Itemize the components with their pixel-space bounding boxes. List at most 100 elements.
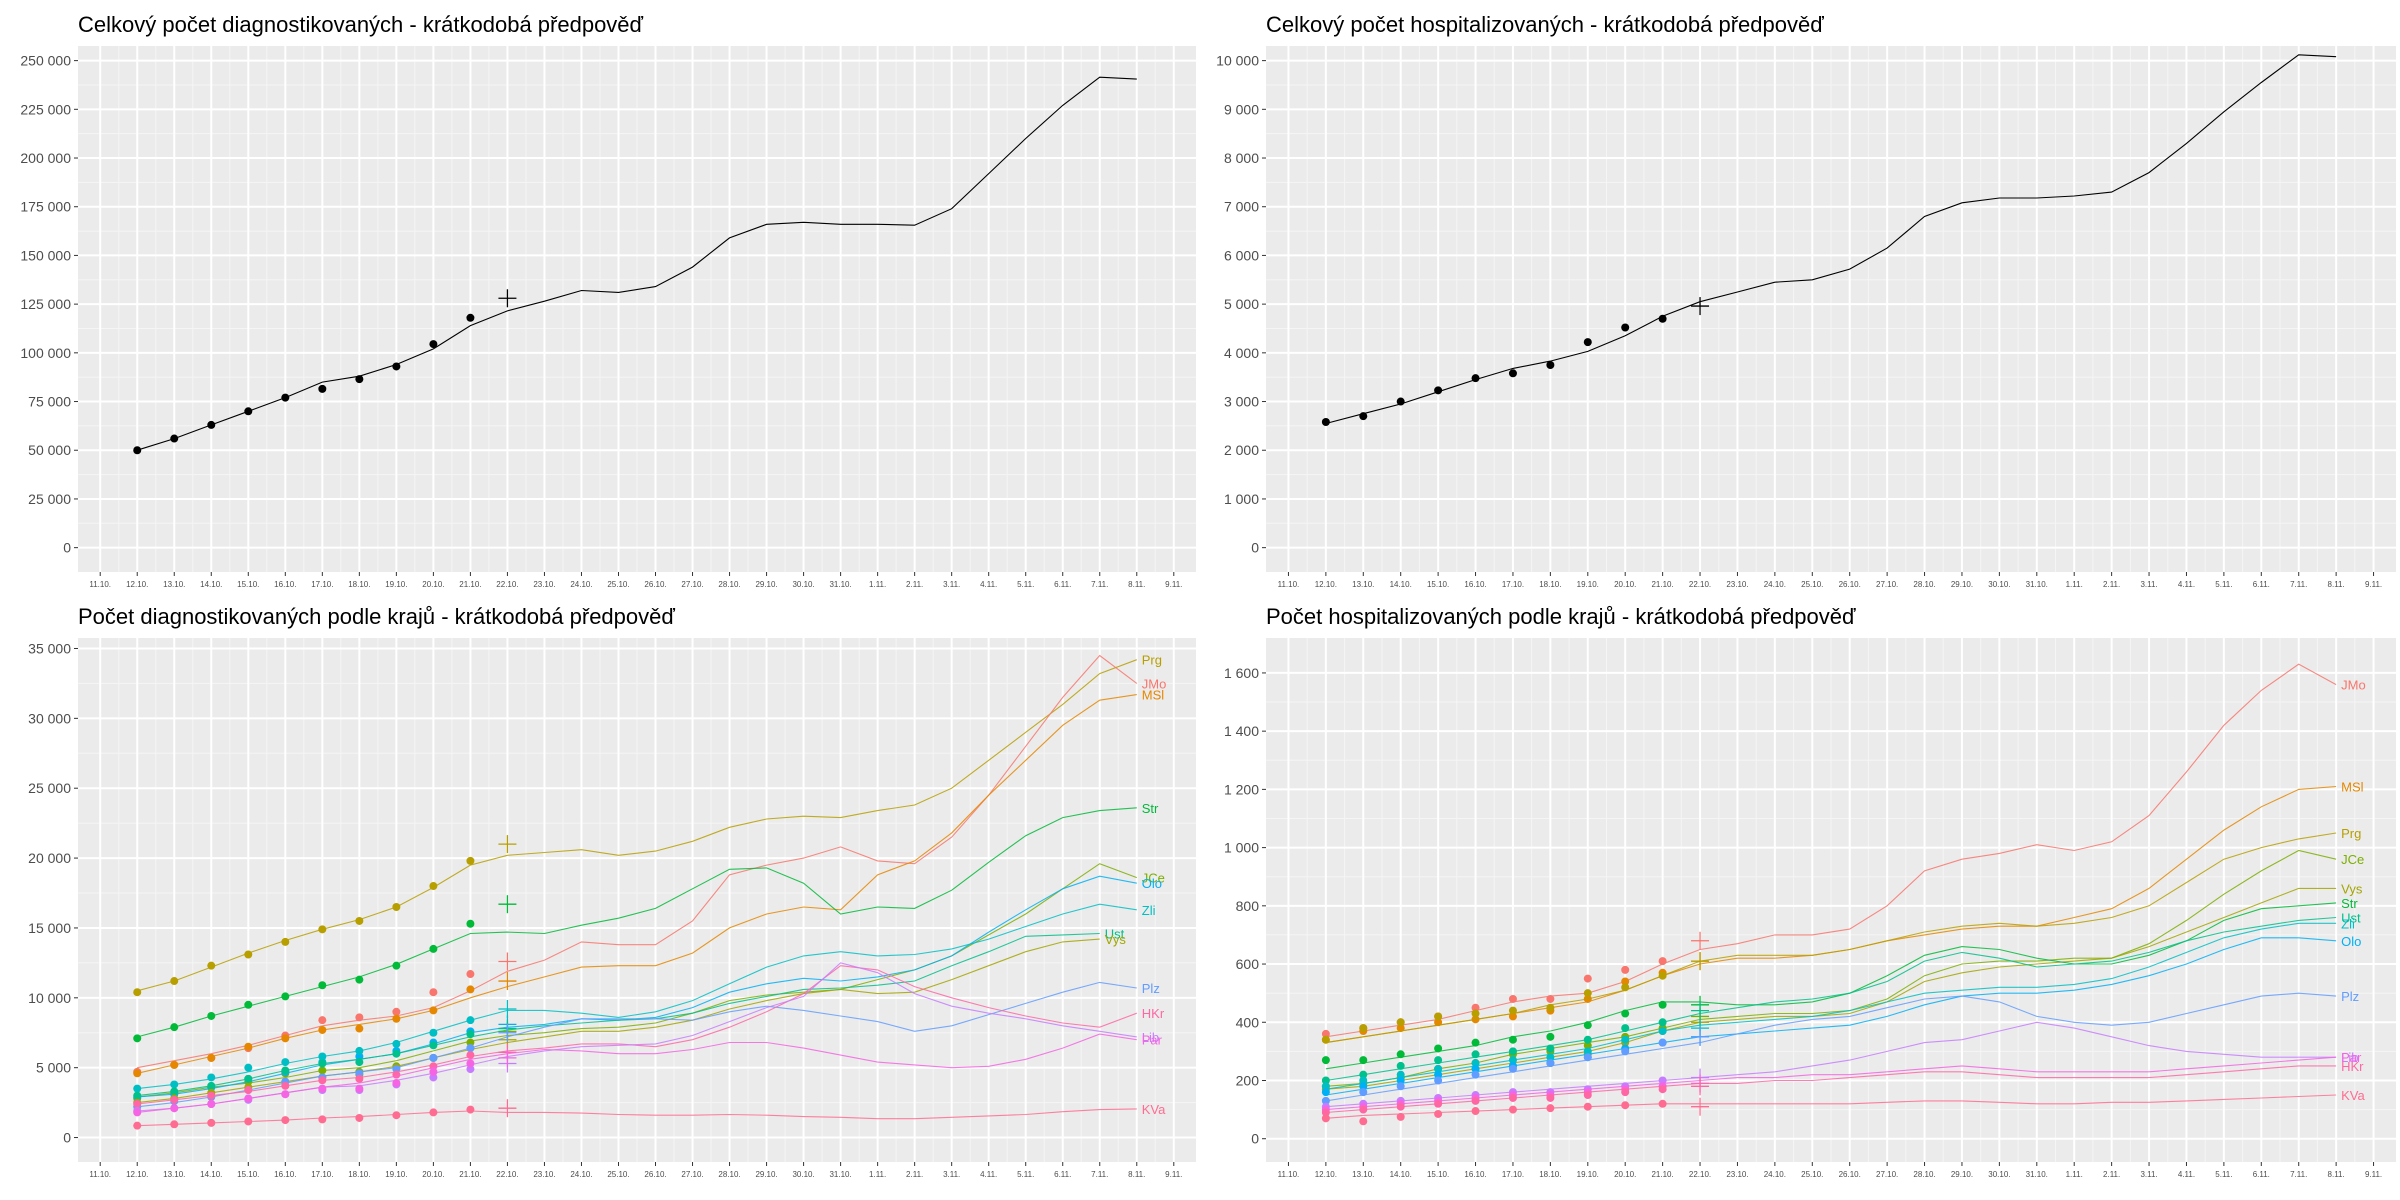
- data-point: [1583, 1035, 1592, 1044]
- series-line: [1325, 916, 2337, 1082]
- data-point: [355, 1074, 364, 1083]
- data-point: [318, 1076, 327, 1085]
- data-point: [392, 1007, 401, 1016]
- data-point: [1396, 1076, 1405, 1085]
- x-tick-label: 1.11.: [2066, 1170, 2083, 1179]
- x-tick-label: 31.10.: [829, 1170, 851, 1179]
- x-tick-label: 7.11.: [1091, 1170, 1108, 1179]
- x-tick-label: 19.10.: [1577, 580, 1599, 589]
- data-point: [1471, 1096, 1480, 1105]
- x-tick-label: 13.10.: [1352, 580, 1374, 589]
- y-tick-label: 400: [1236, 1014, 1260, 1030]
- x-tick-label: 23.10.: [533, 1170, 555, 1179]
- data-point: [355, 1046, 364, 1055]
- data-point: [355, 1024, 364, 1033]
- y-tick-label: 8 000: [1224, 150, 1259, 166]
- x-tick-label: 22.10.: [496, 1170, 518, 1179]
- data-point: [170, 1120, 179, 1129]
- data-point: [1471, 1064, 1480, 1073]
- x-tick-label: 2.11.: [2103, 1170, 2120, 1179]
- y-tick-label: 1 000: [1224, 840, 1259, 856]
- x-tick-label: 15.10.: [1427, 1170, 1449, 1179]
- series-line: [1325, 1094, 2337, 1119]
- x-tick-label: 2.11.: [2103, 580, 2120, 589]
- y-tick-label: 5 000: [36, 1060, 71, 1076]
- y-tick-label: 200 000: [20, 150, 71, 166]
- x-tick-label: 20.10.: [1614, 1170, 1636, 1179]
- x-tick-label: 16.10.: [274, 580, 296, 589]
- data-point: [1321, 1056, 1330, 1065]
- y-tick-label: 100 000: [20, 345, 71, 361]
- data-point: [281, 1116, 290, 1125]
- y-tick-label: 1 600: [1224, 665, 1259, 681]
- data-point: [318, 1115, 327, 1124]
- y-tick-label: 150 000: [20, 247, 71, 263]
- x-tick-label: 31.10.: [2026, 580, 2048, 589]
- x-tick-label: 6.11.: [2253, 580, 2270, 589]
- data-point: [1396, 1112, 1405, 1121]
- x-tick-label: 14.10.: [200, 580, 222, 589]
- data-point: [466, 856, 475, 865]
- data-point: [1396, 1024, 1405, 1033]
- panel-regional-diagnosed: Počet diagnostikovaných podle krajů - kr…: [0, 600, 1200, 1200]
- data-point: [1508, 1105, 1517, 1114]
- data-point: [170, 1095, 179, 1104]
- x-tick-label: 12.10.: [1315, 580, 1337, 589]
- x-tick-label: 7.11.: [2290, 580, 2307, 589]
- data-point: [1508, 1006, 1517, 1015]
- x-tick-label: 15.10.: [237, 1170, 259, 1179]
- data-point: [281, 1090, 290, 1099]
- series-line: [1325, 54, 2337, 425]
- data-point: [207, 1118, 216, 1127]
- y-tick-label: 15 000: [28, 920, 71, 936]
- series-line: [137, 903, 1137, 1090]
- data-point: [1396, 1082, 1405, 1091]
- data-point: [392, 1049, 401, 1058]
- data-point: [1321, 1108, 1330, 1117]
- data-point: [1546, 1003, 1555, 1012]
- data-point: [1546, 361, 1555, 370]
- y-tick-label: 250 000: [20, 53, 71, 69]
- series-line: [137, 938, 1100, 1104]
- x-tick-label: 23.10.: [1726, 1170, 1748, 1179]
- x-tick-label: 22.10.: [496, 580, 518, 589]
- series-label-hkr: HKr: [1142, 1006, 1165, 1021]
- x-tick-label: 9.11.: [2365, 1170, 2382, 1179]
- data-point: [1508, 1035, 1517, 1044]
- series-line: [1325, 887, 2337, 1090]
- y-tick-label: 20 000: [28, 850, 71, 866]
- data-point: [355, 375, 364, 384]
- data-point: [133, 1121, 142, 1130]
- series-label-kva: KVa: [2341, 1088, 2365, 1103]
- data-point: [1434, 1109, 1443, 1118]
- data-point: [1508, 1093, 1517, 1102]
- data-point: [207, 1011, 216, 1020]
- x-tick-label: 30.10.: [1988, 1170, 2010, 1179]
- x-tick-label: 27.10.: [681, 580, 703, 589]
- data-point: [1621, 1088, 1630, 1097]
- x-tick-label: 11.10.: [1278, 580, 1300, 589]
- y-tick-label: 4 000: [1224, 345, 1259, 361]
- data-point: [392, 902, 401, 911]
- data-point: [1321, 1029, 1330, 1038]
- data-point: [1546, 994, 1555, 1003]
- data-point: [1321, 1076, 1330, 1085]
- series-label-par: Par: [1142, 1033, 1163, 1048]
- x-tick-label: 21.10.: [459, 1170, 481, 1179]
- data-point: [1621, 983, 1630, 992]
- data-point: [1434, 1064, 1443, 1073]
- data-point: [1434, 1012, 1443, 1021]
- series-label-prg: Prg: [1142, 653, 1162, 668]
- data-point: [1621, 1101, 1630, 1110]
- data-point: [1658, 1027, 1667, 1035]
- data-point: [170, 1060, 179, 1069]
- chart-svg: 0 200 400 600 800 1 000 1 200 1 400 1 600 11.10. 1…: [1224, 638, 2396, 1179]
- data-point: [1546, 1032, 1555, 1041]
- data-point: [318, 1059, 327, 1068]
- data-point: [466, 1030, 475, 1039]
- series-line: [137, 76, 1137, 451]
- data-point: [1621, 323, 1630, 332]
- x-tick-label: 26.10.: [1839, 580, 1861, 589]
- data-point: [1434, 1099, 1443, 1108]
- y-tick-label: 2 000: [1224, 442, 1259, 458]
